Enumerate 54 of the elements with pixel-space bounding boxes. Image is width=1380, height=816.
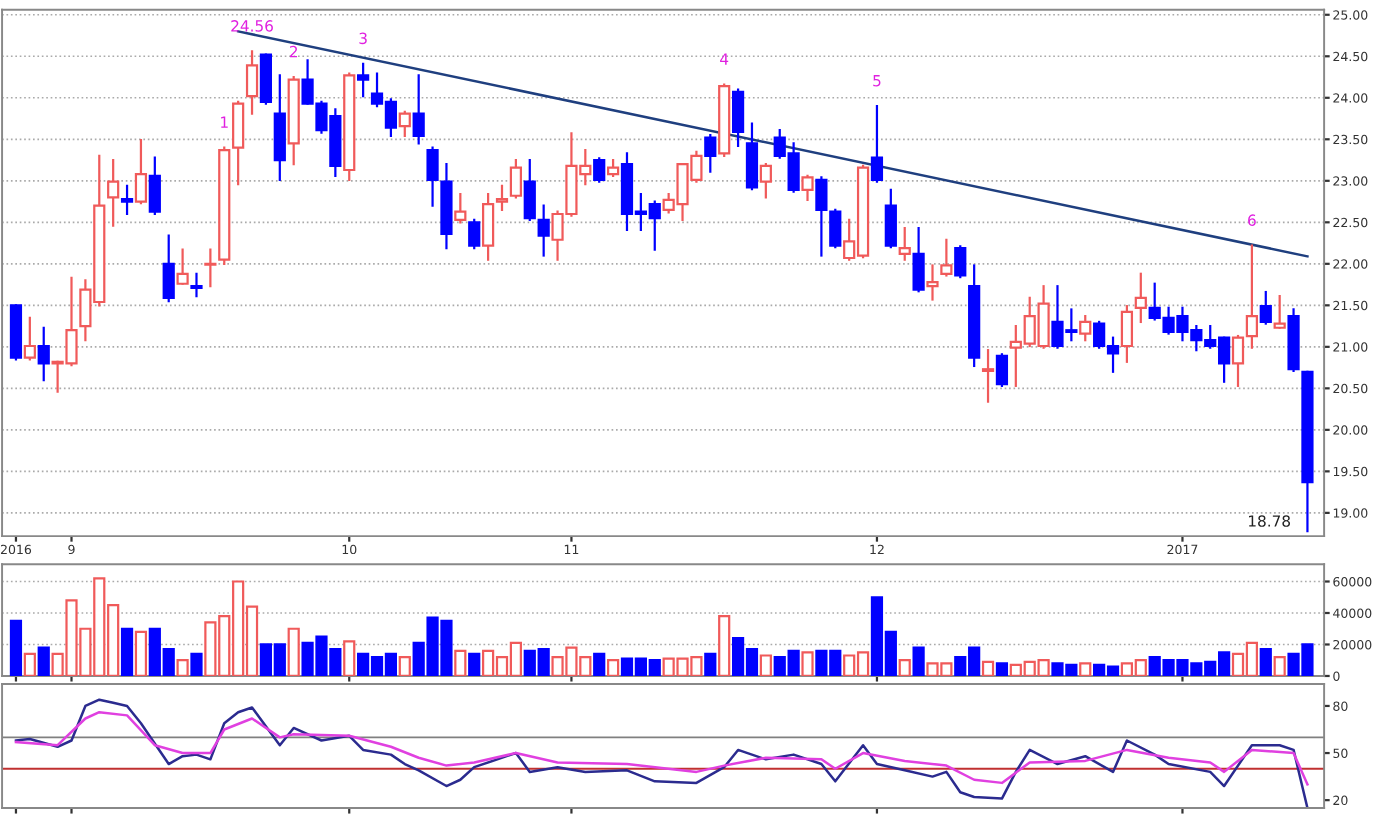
bar <box>718 615 731 676</box>
candlestick <box>731 88 745 148</box>
bar <box>995 662 1009 676</box>
bar <box>704 652 717 676</box>
bar <box>120 627 134 676</box>
bar <box>190 652 203 676</box>
candlestick <box>940 238 953 277</box>
candlestick <box>1245 244 1259 349</box>
bar <box>981 660 995 676</box>
line-series <box>14 710 1309 786</box>
candlestick <box>995 353 1009 387</box>
bar <box>176 659 189 676</box>
bar <box>1259 648 1272 676</box>
candlestick <box>926 264 939 301</box>
candlestick <box>981 349 995 403</box>
bar <box>1273 655 1286 676</box>
candlestick <box>593 157 606 183</box>
candlestick <box>537 204 550 257</box>
bar <box>9 619 23 676</box>
candlestick <box>704 134 717 173</box>
candlestick <box>1287 308 1300 373</box>
candlestick <box>440 163 453 250</box>
bar <box>898 659 911 676</box>
bar <box>606 659 620 676</box>
candlestick <box>898 227 911 261</box>
candlestick <box>1120 305 1134 363</box>
bar <box>912 646 925 676</box>
candlestick <box>107 158 120 227</box>
candlestick <box>1134 272 1147 324</box>
candlestick <box>245 50 259 115</box>
bar <box>134 630 148 676</box>
bar <box>468 652 481 676</box>
candlestick <box>1231 334 1245 387</box>
candlestick <box>870 104 884 183</box>
candlestick <box>273 74 286 182</box>
bar <box>454 649 467 676</box>
candlestick <box>190 272 203 298</box>
candlestick <box>759 163 772 199</box>
bar <box>37 646 50 676</box>
line-series <box>14 698 1309 808</box>
bar <box>1079 662 1092 676</box>
bar <box>287 627 300 676</box>
candlestick <box>412 74 425 145</box>
bar <box>23 652 36 676</box>
candlestick <box>482 192 495 261</box>
candlestick <box>1259 290 1272 325</box>
bar <box>343 640 356 676</box>
bar <box>398 655 411 676</box>
bar <box>759 654 772 676</box>
candlestick <box>523 158 536 221</box>
bar <box>593 652 606 676</box>
candlestick <box>426 146 439 207</box>
candlestick <box>204 248 217 288</box>
bar <box>801 651 814 676</box>
